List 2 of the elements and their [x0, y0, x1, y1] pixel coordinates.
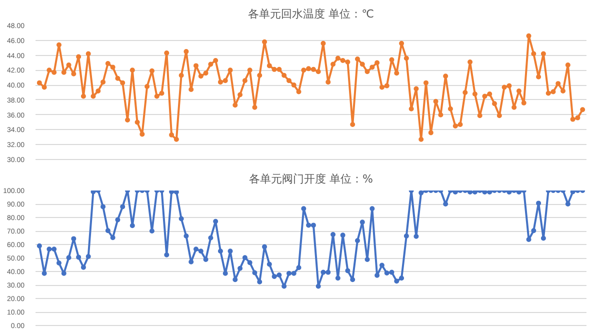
chart-title: 各单元回水温度 单位：℃: [248, 8, 374, 20]
chart-title: 各单元阀门开度 单位：%: [249, 172, 373, 186]
